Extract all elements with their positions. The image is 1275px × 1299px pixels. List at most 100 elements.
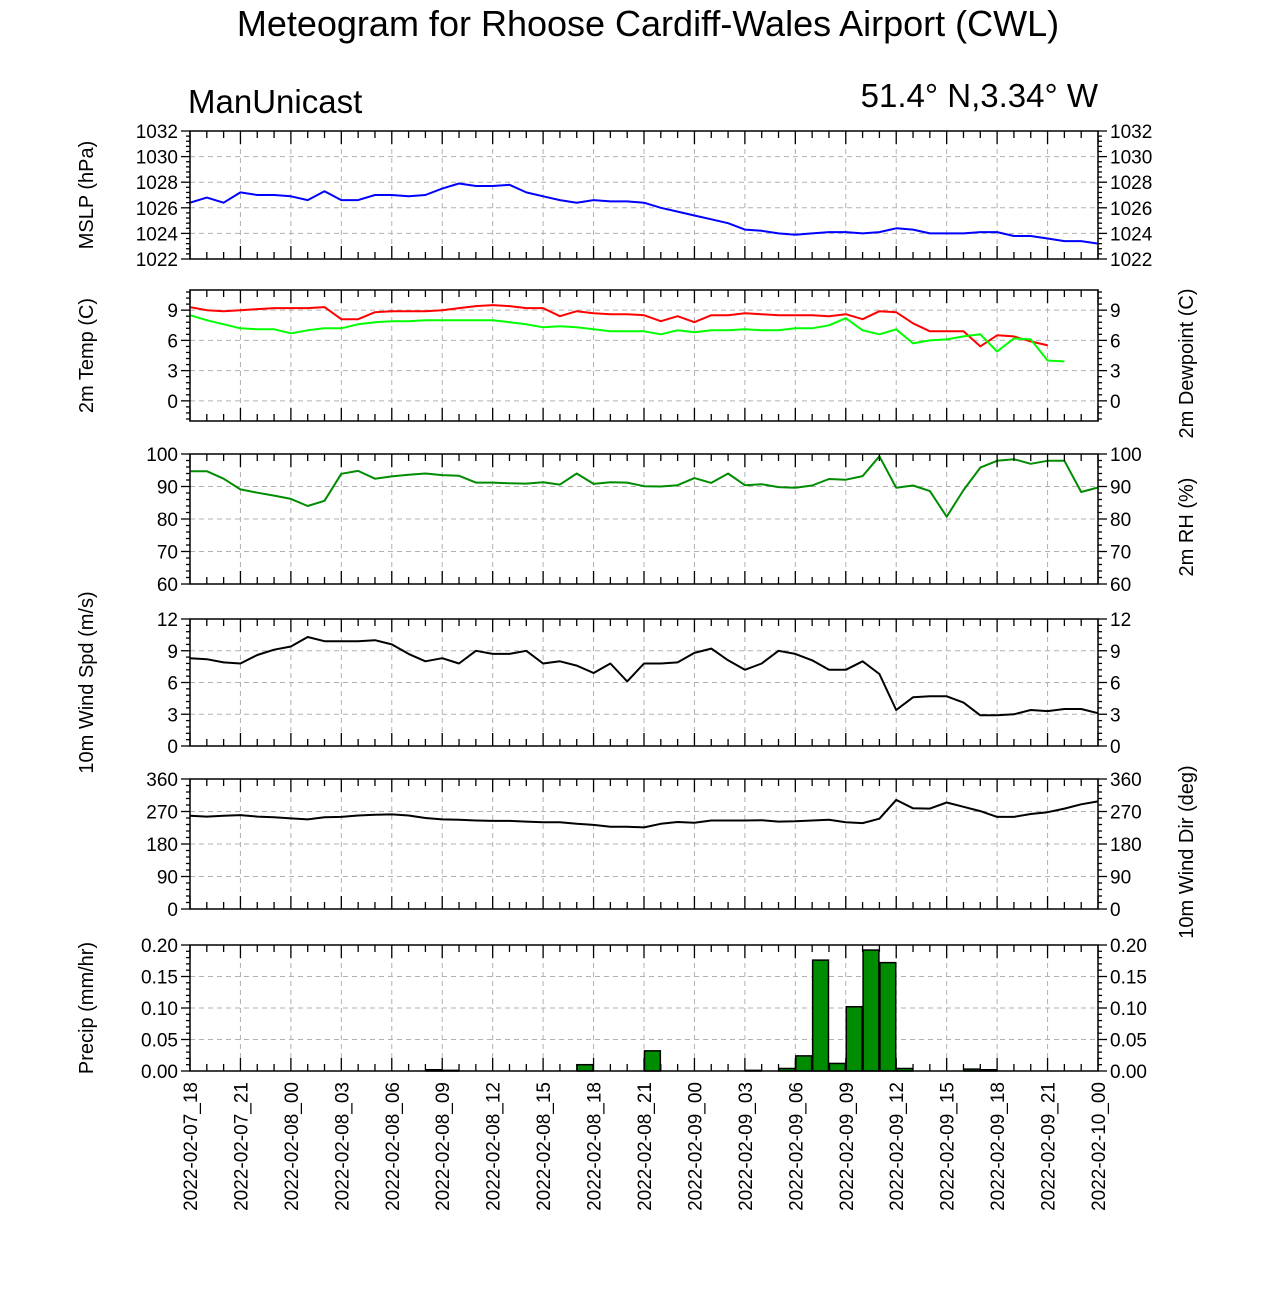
- y-tick-label: 0.20: [141, 936, 178, 957]
- y-tick-label: 80: [157, 510, 178, 531]
- y-tick-label-right: 80: [1110, 510, 1131, 531]
- y-tick-label: 70: [157, 543, 178, 564]
- y-tick-label: 3: [167, 705, 178, 726]
- time-tick-label: 2022-02-08_12: [484, 1082, 505, 1211]
- y-tick-label: 1028: [136, 173, 178, 194]
- precip-bar: [795, 1055, 813, 1072]
- y-tick-label-right: 70: [1110, 543, 1131, 564]
- y-tick-label: 1026: [136, 199, 178, 220]
- y-tick-label: 6: [167, 331, 178, 352]
- y-tick-label-right: 9: [1110, 642, 1121, 663]
- panel-5: 0.00 0.00 0.05 0.05 0.10 0.10 0.15 0.15 0.20 0.20…: [76, 936, 1147, 1083]
- y-tick-label: 0: [167, 737, 178, 758]
- y-tick-label-right: 3: [1110, 705, 1121, 726]
- series-line-0: [189, 304, 1048, 348]
- precip-bar: [828, 1062, 847, 1072]
- y-tick-label-right: 6: [1110, 674, 1121, 695]
- y-tick-label-right: 0: [1110, 737, 1121, 758]
- y-tick-label: 1022: [136, 250, 178, 271]
- y-tick-label-right: 1028: [1110, 173, 1152, 194]
- y-axis-label-right: 10m Wind Dir (deg): [1176, 765, 1198, 938]
- time-tick-label: 2022-02-09_15: [938, 1082, 959, 1211]
- y-tick-label: 270: [146, 803, 178, 824]
- precip-bar: [862, 949, 880, 1072]
- precip-bar: [811, 959, 830, 1072]
- panel-0: 1022 1022 1024 1024 1026 1026 1028 1028 1030 1030…: [76, 122, 1153, 271]
- y-tick-label: 0.00: [141, 1062, 178, 1083]
- y-tick-label-right: 1022: [1110, 250, 1152, 271]
- y-tick-label-right: 0.20: [1110, 936, 1147, 957]
- y-tick-label: 1024: [136, 224, 179, 245]
- y-tick-label: 12: [157, 610, 178, 631]
- y-tick-label-right: 1032: [1110, 122, 1152, 143]
- y-axis-label: 2m Temp (C): [76, 298, 98, 413]
- y-tick-label: 9: [167, 642, 178, 663]
- y-tick-label: 0: [167, 392, 178, 413]
- y-tick-label-right: 60: [1110, 575, 1131, 596]
- time-tick-label: 2022-02-09_06: [786, 1082, 807, 1211]
- time-tick-label: 2022-02-09_03: [736, 1082, 757, 1211]
- y-tick-label: 90: [157, 868, 178, 889]
- panel-2: 60 60 70 70 80 80 90 90 100 100 2m RH (%): [146, 445, 1198, 596]
- precip-bar: [643, 1050, 662, 1072]
- series-line-0: [190, 455, 1099, 518]
- y-tick-label: 6: [167, 674, 178, 695]
- y-tick-label: 1030: [136, 148, 178, 169]
- location-label: 51.4° N,3.34° W: [861, 77, 1099, 114]
- panel-3: 0 0 3 3 6 6 9 9 12 12 10m Wind Spd (m/s): [76, 591, 1131, 773]
- time-tick-label: 2022-02-10_00: [1089, 1082, 1110, 1211]
- y-tick-label: 0.10: [141, 999, 178, 1020]
- y-tick-label-right: 1030: [1110, 148, 1152, 169]
- y-tick-label: 90: [157, 478, 178, 499]
- y-tick-label: 360: [146, 770, 178, 791]
- y-tick-label: 180: [146, 835, 178, 856]
- y-tick-label-right: 3: [1110, 362, 1121, 383]
- time-tick-label: 2022-02-08_03: [332, 1082, 353, 1211]
- time-tick-label: 2022-02-09_21: [1039, 1082, 1060, 1211]
- y-tick-label-right: 0: [1110, 392, 1121, 413]
- series-line-0: [189, 182, 1099, 245]
- y-tick-label-right: 270: [1110, 803, 1142, 824]
- time-tick-label: 2022-02-08_06: [383, 1082, 404, 1211]
- series-line-1: [189, 314, 1065, 363]
- time-tick-label: 2022-02-09_12: [887, 1082, 908, 1211]
- y-tick-label: 0.15: [141, 968, 178, 989]
- y-axis-label-right: 2m RH (%): [1176, 478, 1198, 577]
- time-tick-label: 2022-02-09_09: [837, 1082, 858, 1211]
- y-tick-label: 0.05: [141, 1031, 178, 1052]
- y-tick-label-right: 1024: [1110, 224, 1153, 245]
- y-tick-label-right: 0.00: [1110, 1062, 1147, 1083]
- panel-4: 0 0 90 90 180 180 270 270 360 360 10m Wind Dir (de…: [146, 765, 1198, 938]
- time-tick-label: 2022-02-09_18: [988, 1082, 1009, 1211]
- series-line-0: [189, 798, 1099, 829]
- time-tick-label: 2022-02-07_21: [231, 1082, 252, 1211]
- y-tick-label: 60: [157, 575, 178, 596]
- y-tick-label-right: 360: [1110, 770, 1142, 791]
- y-axis-label: MSLP (hPa): [76, 141, 98, 250]
- y-tick-label: 100: [146, 445, 178, 466]
- time-tick-label: 2022-02-08_18: [585, 1082, 606, 1211]
- precip-bar: [879, 961, 897, 1072]
- panel-1: 0 0 3 3 6 6 9 9 2m Temp (C) 2m Dewpoint (C): [76, 288, 1198, 438]
- y-axis-label: Precip (mm/hr): [76, 942, 98, 1074]
- time-tick-label: 2022-02-08_15: [534, 1082, 555, 1211]
- y-tick-label-right: 180: [1110, 835, 1142, 856]
- y-axis-label-right: 2m Dewpoint (C): [1176, 288, 1198, 438]
- y-tick-label-right: 12: [1110, 610, 1131, 631]
- y-tick-label-right: 0.10: [1110, 999, 1147, 1020]
- time-tick-label: 2022-02-08_09: [433, 1082, 454, 1211]
- chart-title: Meteogram for Rhoose Cardiff-Wales Airpo…: [237, 3, 1059, 44]
- y-tick-label-right: 0.05: [1110, 1031, 1147, 1052]
- y-tick-label-right: 0: [1110, 900, 1121, 921]
- y-tick-label-right: 0.15: [1110, 968, 1147, 989]
- y-tick-label: 3: [167, 362, 178, 383]
- y-tick-label-right: 9: [1110, 301, 1121, 322]
- y-tick-label: 0: [167, 900, 178, 921]
- time-tick-label: 2022-02-09_00: [685, 1082, 706, 1211]
- precip-bar: [845, 1005, 863, 1072]
- y-tick-label: 1032: [136, 122, 178, 143]
- time-tick-label: 2022-02-08_00: [282, 1082, 303, 1211]
- time-tick-label: 2022-02-08_21: [635, 1082, 656, 1211]
- y-tick-label-right: 90: [1110, 868, 1131, 889]
